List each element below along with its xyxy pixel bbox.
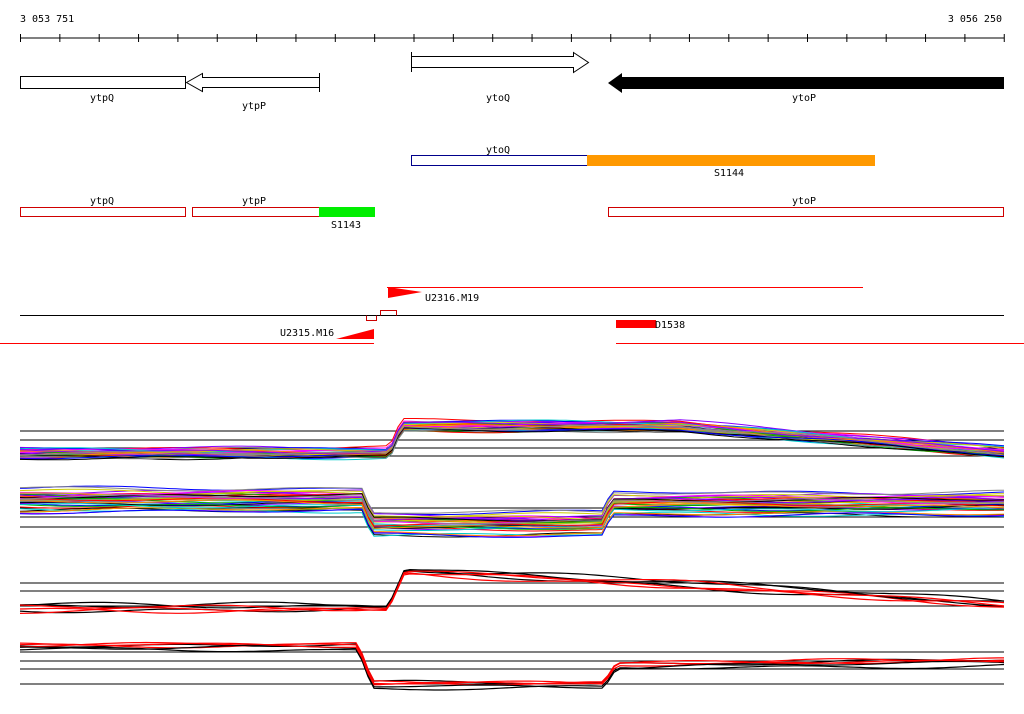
gene-label-ytpP: ytpP	[242, 101, 266, 112]
feature-U2316-flag[interactable]	[388, 287, 422, 298]
feature-label-D1538: D1538	[655, 320, 685, 331]
gene-ytoQ-arrow[interactable]	[411, 51, 590, 74]
expression-series-line	[19, 419, 1005, 453]
feature-track: U2316.M19 D1538 U2315.M16	[0, 287, 1024, 344]
gene-label-ytpQ: ytpQ	[90, 93, 114, 104]
segment-ytoQ[interactable]	[411, 155, 588, 166]
gene-ytpQ-box[interactable]	[20, 76, 186, 89]
transcript-segment-track: ytpQ ytpP ytoP S1143	[20, 196, 1004, 231]
transcript-ytpP[interactable]	[192, 207, 320, 217]
transcript-ytpQ[interactable]	[20, 207, 186, 217]
coord-start-label: 3 053 751	[20, 14, 74, 25]
expression-series-line	[19, 642, 1005, 686]
expression-series-line	[19, 499, 1005, 529]
transcript-label-ytpP: ytpP	[242, 196, 266, 207]
expression-series-line	[19, 643, 1005, 685]
expression-series-line	[19, 422, 1005, 455]
feature-label-U2316: U2316.M19	[425, 293, 479, 304]
transcript-label-ytpQ: ytpQ	[90, 196, 114, 207]
expression-series-line	[19, 419, 1005, 451]
transcript-label-ytoP: ytoP	[792, 196, 816, 207]
gene-ytoP-arrow[interactable]	[608, 73, 1004, 93]
feature-junction-markers	[366, 310, 397, 321]
transcript-S1143[interactable]	[319, 207, 375, 217]
orf-segment-track: ytoQ S1144	[411, 145, 875, 179]
expression-series-line	[19, 494, 1004, 522]
expression-series-line	[19, 424, 1005, 456]
expression-series-line	[19, 428, 1005, 460]
coord-end-label: 3 056 250	[948, 14, 1002, 25]
gene-ytpP-arrow[interactable]	[185, 72, 320, 93]
expression-series-line	[19, 508, 1005, 537]
segment-label-ytoQ: ytoQ	[486, 145, 510, 156]
expression-series-line	[19, 503, 1005, 531]
expression-series-line	[19, 501, 1004, 529]
expression-series-line	[19, 508, 1005, 538]
feature-label-U2315: U2315.M16	[280, 328, 334, 339]
feature-U2315-flag[interactable]	[336, 329, 374, 339]
expression-series-line	[19, 485, 1005, 516]
segment-S1144[interactable]	[587, 155, 875, 166]
gene-label-ytoQ: ytoQ	[486, 93, 510, 104]
expression-series-line	[19, 570, 1004, 609]
expression-series-line	[19, 494, 1005, 525]
expression-series-line	[19, 644, 1005, 689]
feature-D1538[interactable]	[616, 320, 656, 328]
expression-series-line	[19, 503, 1004, 530]
expression-panel-4	[19, 641, 1005, 691]
expression-series-line	[19, 570, 1005, 612]
segment-label-S1144: S1144	[714, 168, 744, 179]
expression-series-line	[19, 572, 1005, 614]
expression-series-line	[19, 646, 1005, 691]
expression-series-line	[19, 497, 1005, 527]
expression-series-line	[19, 427, 1005, 461]
expression-panel-1	[19, 418, 1005, 461]
expression-series-line	[19, 486, 1005, 514]
expression-series-line	[19, 493, 1005, 522]
gene-label-ytoP: ytoP	[792, 93, 816, 104]
gene-track: ytpQ ytpP ytoQ ytoP	[20, 51, 1004, 112]
expression-series-line	[19, 494, 1005, 525]
expression-panel-2	[19, 485, 1005, 538]
transcript-ytoP[interactable]	[608, 207, 1004, 217]
transcript-label-S1143: S1143	[331, 220, 361, 231]
coordinate-ruler	[20, 34, 1005, 42]
expression-panel-3	[19, 568, 1005, 614]
